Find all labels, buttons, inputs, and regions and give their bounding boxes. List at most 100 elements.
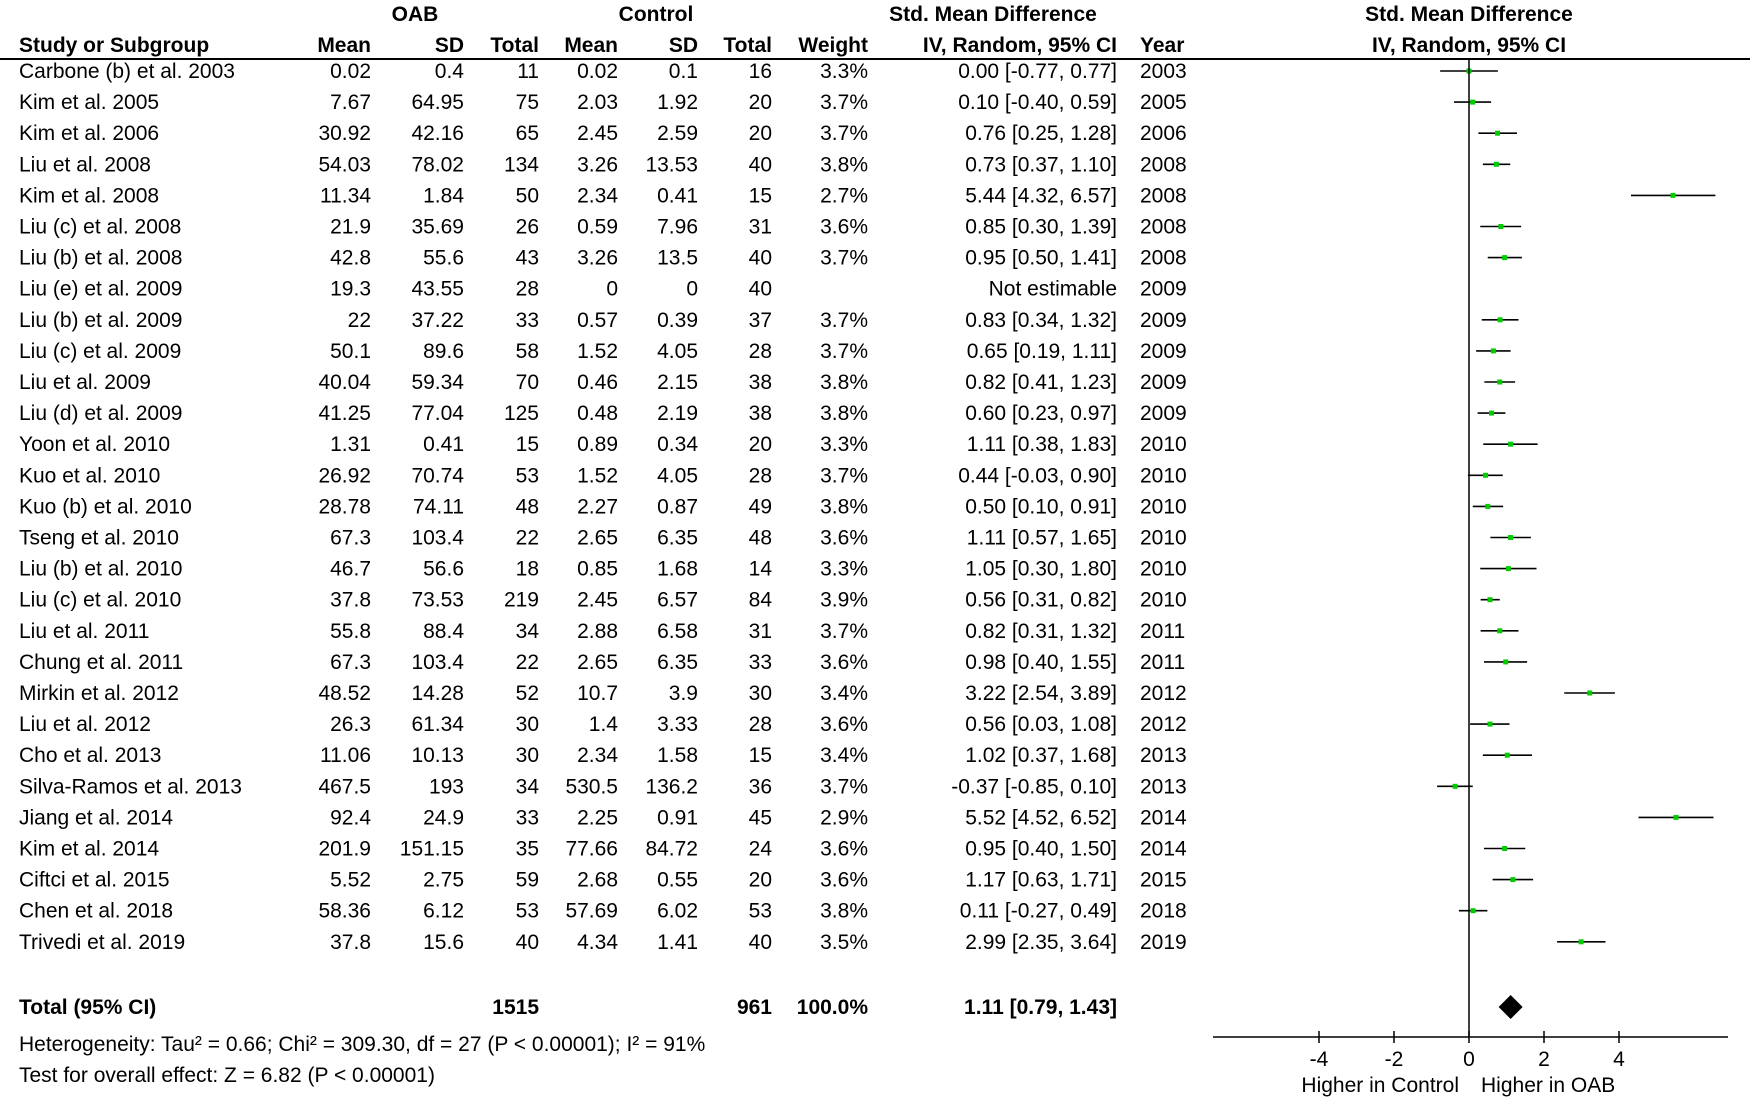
point-estimate bbox=[1452, 783, 1458, 789]
table-row: Kim et al. 2014 201.9 151.15 35 77.66 84.72 24… bbox=[19, 838, 1187, 861]
weight: 3.6% bbox=[820, 651, 868, 674]
point-estimate bbox=[1489, 410, 1494, 416]
year: 2008 bbox=[1140, 184, 1187, 207]
control-mean: 2.68 bbox=[577, 869, 618, 892]
year: 2008 bbox=[1140, 153, 1187, 176]
table-row: Liu et al. 2011 55.8 88.4 34 2.88 6.58 31 3.7% 0… bbox=[19, 620, 1185, 643]
table-row: Liu et al. 2008 54.03 78.02 134 3.26 13.53 40 3… bbox=[19, 153, 1187, 176]
smd-ci: 0.65 [0.19, 1.11] bbox=[967, 340, 1117, 363]
oab-sd: 37.22 bbox=[411, 309, 464, 332]
year: 2008 bbox=[1140, 216, 1187, 239]
control-total: 30 bbox=[749, 682, 772, 705]
study-name: Cho et al. 2013 bbox=[19, 744, 161, 767]
oab-sd: 74.11 bbox=[413, 495, 464, 518]
control-sd: 0.91 bbox=[657, 806, 698, 829]
total-ctrl: 961 bbox=[737, 996, 772, 1019]
point-estimate bbox=[1485, 503, 1491, 509]
weight: 3.8% bbox=[820, 153, 868, 176]
weight: 3.8% bbox=[820, 371, 868, 394]
control-total: 20 bbox=[749, 91, 772, 114]
point-estimate bbox=[1495, 130, 1500, 136]
control-sd: 1.41 bbox=[657, 931, 698, 954]
table-row: Liu (b) et al. 2008 42.8 55.6 43 3.26 13.5 40 3… bbox=[19, 247, 1187, 270]
control-total: 14 bbox=[749, 558, 773, 581]
col-ctrl-sd: SD bbox=[669, 34, 698, 57]
control-total: 24 bbox=[749, 838, 773, 861]
control-total: 20 bbox=[749, 122, 772, 145]
control-sd: 6.57 bbox=[657, 589, 698, 612]
oab-mean: 30.92 bbox=[318, 122, 371, 145]
weight: 3.7% bbox=[820, 309, 868, 332]
year: 2011 bbox=[1140, 651, 1185, 674]
oab-total: 125 bbox=[504, 402, 539, 425]
oab-sd: 73.53 bbox=[411, 589, 464, 612]
study-rows: Carbone (b) et al. 2003 0.02 0.4 11 0.02 0.1 1… bbox=[19, 60, 1187, 954]
oab-total: 40 bbox=[516, 931, 539, 954]
year: 2009 bbox=[1140, 278, 1187, 301]
oab-mean: 54.03 bbox=[318, 153, 371, 176]
control-total: 28 bbox=[749, 340, 772, 363]
oab-mean: 67.3 bbox=[330, 527, 371, 550]
study-name: Kim et al. 2008 bbox=[19, 184, 159, 207]
control-mean: 3.26 bbox=[577, 153, 618, 176]
oab-total: 15 bbox=[516, 433, 539, 456]
weight: 3.5% bbox=[820, 931, 868, 954]
heterogeneity-text: Heterogeneity: Tau² = 0.66; Chi² = 309.3… bbox=[19, 1033, 705, 1056]
oab-total: 34 bbox=[516, 775, 540, 798]
oab-sd: 89.6 bbox=[423, 340, 464, 363]
control-group-header: Control bbox=[619, 3, 694, 26]
control-sd: 0.34 bbox=[657, 433, 698, 456]
year: 2010 bbox=[1140, 495, 1187, 518]
oab-sd: 59.34 bbox=[411, 371, 464, 394]
oab-total: 43 bbox=[516, 247, 539, 270]
plot-method: IV, Random, 95% CI bbox=[1372, 34, 1566, 57]
study-name: Yoon et al. 2010 bbox=[19, 433, 170, 456]
control-mean: 2.03 bbox=[577, 91, 618, 114]
table-row: Liu et al. 2012 26.3 61.34 30 1.4 3.33 28 3.6% 0… bbox=[19, 713, 1187, 736]
table-row: Mirkin et al. 2012 48.52 14.28 52 10.7 3.9 30 3… bbox=[19, 682, 1187, 705]
x-tick-label: 0 bbox=[1463, 1048, 1475, 1071]
oab-mean: 37.8 bbox=[330, 589, 371, 612]
weight: 3.7% bbox=[820, 620, 868, 643]
oab-sd: 151.15 bbox=[400, 838, 464, 861]
smd-ci: 1.17 [0.63, 1.71] bbox=[965, 869, 1117, 892]
oab-total: 59 bbox=[516, 869, 539, 892]
control-total: 45 bbox=[749, 806, 772, 829]
control-mean: 0.59 bbox=[577, 216, 618, 239]
oab-total: 70 bbox=[516, 371, 539, 394]
control-mean: 0.85 bbox=[577, 558, 618, 581]
weight: 3.8% bbox=[820, 495, 868, 518]
weight: 3.7% bbox=[820, 122, 868, 145]
control-mean: 2.65 bbox=[577, 651, 618, 674]
smd-ci: 0.95 [0.50, 1.41] bbox=[965, 247, 1117, 270]
control-total: 31 bbox=[749, 216, 772, 239]
control-mean: 0.57 bbox=[577, 309, 618, 332]
control-mean: 10.7 bbox=[577, 682, 618, 705]
x-label-left: Higher in Control bbox=[1301, 1074, 1459, 1097]
x-tick-label: -4 bbox=[1310, 1048, 1329, 1071]
year: 2008 bbox=[1140, 247, 1187, 270]
oab-sd: 35.69 bbox=[411, 216, 464, 239]
oab-mean: 40.04 bbox=[318, 371, 371, 394]
point-estimate bbox=[1498, 224, 1504, 229]
control-total: 38 bbox=[749, 371, 772, 394]
oab-sd: 61.34 bbox=[411, 713, 464, 736]
oab-group-header: OAB bbox=[392, 3, 439, 26]
study-name: Chung et al. 2011 bbox=[19, 651, 183, 674]
smd-ci: 1.05 [0.30, 1.80] bbox=[965, 558, 1117, 581]
oab-sd: 24.9 bbox=[423, 806, 464, 829]
table-row: Chen et al. 2018 58.36 6.12 53 57.69 6.02 53 3.… bbox=[19, 900, 1187, 923]
weight: 3.7% bbox=[820, 91, 868, 114]
oab-mean: 467.5 bbox=[318, 775, 371, 798]
smd-ci: 5.52 [4.52, 6.52] bbox=[965, 806, 1117, 829]
table-row: Carbone (b) et al. 2003 0.02 0.4 11 0.02 0.1 1… bbox=[19, 60, 1187, 83]
smd-ci: 0.98 [0.40, 1.55] bbox=[965, 651, 1117, 674]
oab-mean: 41.25 bbox=[318, 402, 371, 425]
smd-group-header: Std. Mean Difference bbox=[889, 3, 1097, 26]
year: 2012 bbox=[1140, 713, 1187, 736]
weight: 3.6% bbox=[820, 527, 868, 550]
control-mean: 57.69 bbox=[565, 900, 618, 923]
oab-mean: 42.8 bbox=[330, 247, 371, 270]
control-sd: 4.05 bbox=[657, 464, 698, 487]
oab-sd: 88.4 bbox=[423, 620, 464, 643]
